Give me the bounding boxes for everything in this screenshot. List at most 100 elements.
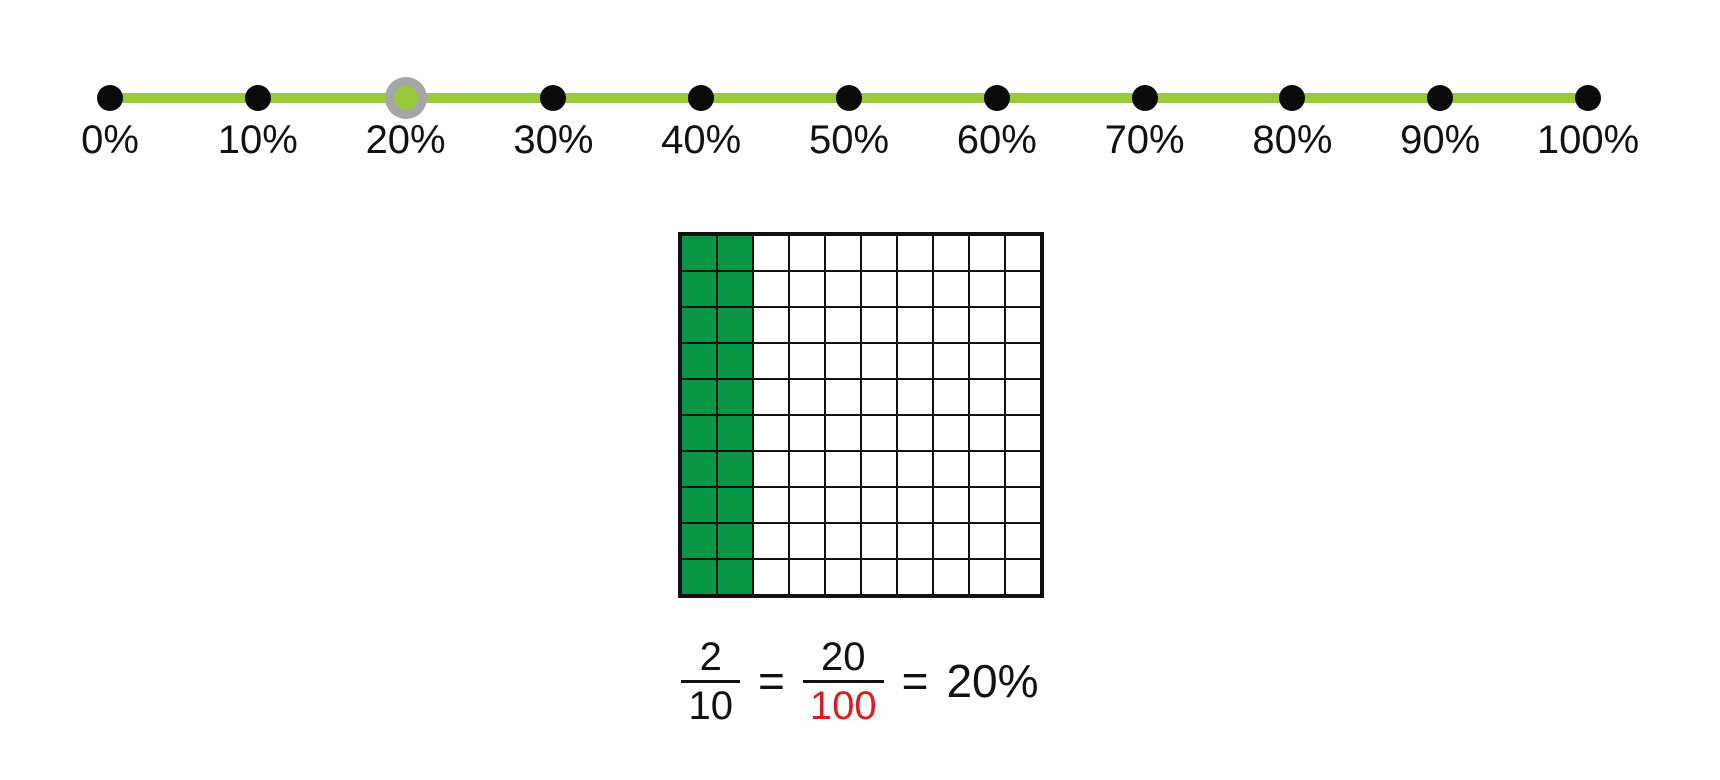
- grid-cell: [861, 379, 897, 415]
- grid-cell: [681, 559, 717, 595]
- number-line-dot[interactable]: [540, 85, 567, 111]
- grid-cell: [753, 235, 789, 271]
- number-line-dot[interactable]: [244, 85, 271, 111]
- grid-cell: [681, 451, 717, 487]
- grid-cell: [789, 487, 825, 523]
- grid-cell: [1005, 379, 1041, 415]
- grid-cell: [825, 343, 861, 379]
- grid-cell: [1005, 559, 1041, 595]
- tick-label: 40%: [661, 118, 742, 162]
- grid-cell: [1005, 271, 1041, 307]
- grid-cell: [1005, 451, 1041, 487]
- grid-cell: [717, 451, 753, 487]
- tick-label: 30%: [513, 118, 594, 162]
- grid-cell: [789, 307, 825, 343]
- slider-handle-dot: [393, 86, 418, 110]
- grid-cell: [969, 343, 1005, 379]
- number-line: 0% 10% 20% 30% 40% 50% 60% 70% 80% 90% 100%: [0, 0, 1720, 180]
- grid-cell: [753, 343, 789, 379]
- hundred-grid: [678, 232, 1044, 598]
- grid-cell: [681, 415, 717, 451]
- grid-cell: [861, 307, 897, 343]
- grid-cell: [969, 523, 1005, 559]
- grid-cell: [825, 415, 861, 451]
- grid-cell: [789, 343, 825, 379]
- grid-cell: [897, 271, 933, 307]
- tick-label: 90%: [1400, 118, 1481, 162]
- grid-cell: [717, 523, 753, 559]
- grid-cell: [753, 271, 789, 307]
- tick-label: 0%: [81, 118, 139, 162]
- tick-label: 80%: [1252, 118, 1333, 162]
- grid-cell: [861, 271, 897, 307]
- tick-label: 20%: [365, 118, 446, 162]
- slider-handle[interactable]: [384, 77, 427, 119]
- grid-cell: [717, 415, 753, 451]
- grid-cell: [897, 379, 933, 415]
- grid-cell: [861, 343, 897, 379]
- number-line-dot[interactable]: [1131, 85, 1158, 111]
- grid-cell: [933, 487, 969, 523]
- grid-cell: [969, 271, 1005, 307]
- equals-sign-1: =: [757, 655, 785, 707]
- grid-cell: [753, 415, 789, 451]
- grid-cell: [825, 271, 861, 307]
- grid-cell: [789, 415, 825, 451]
- grid-cell: [933, 235, 969, 271]
- grid-cell: [1005, 235, 1041, 271]
- grid-cell: [933, 415, 969, 451]
- grid-cell: [897, 487, 933, 523]
- grid-cell: [753, 523, 789, 559]
- fraction-20-over-100: 20 100: [802, 636, 884, 727]
- grid-cell: [897, 343, 933, 379]
- number-line-dot[interactable]: [1575, 85, 1601, 111]
- grid-cell: [717, 559, 753, 595]
- grid-cell: [861, 487, 897, 523]
- grid-cell: [1005, 343, 1041, 379]
- percent-result: 20%: [946, 655, 1039, 707]
- fraction-2-numerator: 20: [802, 636, 884, 683]
- grid-cell: [717, 307, 753, 343]
- grid-cell: [933, 307, 969, 343]
- grid-cell: [861, 523, 897, 559]
- grid-cell: [825, 235, 861, 271]
- grid-cell: [717, 235, 753, 271]
- grid-cell: [789, 523, 825, 559]
- grid-cell: [753, 559, 789, 595]
- grid-cell: [753, 451, 789, 487]
- grid-cell: [789, 271, 825, 307]
- tick-label: 60%: [956, 118, 1037, 162]
- grid-cell: [897, 235, 933, 271]
- grid-cell: [933, 523, 969, 559]
- grid-cell: [681, 343, 717, 379]
- grid-cell: [789, 235, 825, 271]
- tick-label: 100%: [1536, 118, 1640, 162]
- grid-cell: [789, 451, 825, 487]
- grid-cell: [681, 487, 717, 523]
- grid-cell: [969, 379, 1005, 415]
- grid-cell: [969, 307, 1005, 343]
- grid-cell: [825, 523, 861, 559]
- grid-cell: [1005, 523, 1041, 559]
- grid-cell: [789, 559, 825, 595]
- grid-cell: [717, 487, 753, 523]
- fraction-1-denominator: 10: [688, 683, 733, 728]
- grid-cell: [933, 343, 969, 379]
- number-line-dot[interactable]: [1279, 85, 1306, 111]
- grid-cell: [717, 271, 753, 307]
- number-line-dot[interactable]: [983, 85, 1010, 111]
- fraction-1-numerator: 2: [681, 636, 740, 683]
- number-line-dot[interactable]: [836, 85, 862, 111]
- grid-cell: [969, 559, 1005, 595]
- percent-equation: 2 10 = 20 100 = 20%: [0, 634, 1720, 728]
- grid-cell: [933, 451, 969, 487]
- number-line-dot[interactable]: [97, 85, 123, 111]
- grid-cell: [789, 379, 825, 415]
- number-line-dot[interactable]: [688, 85, 715, 111]
- grid-cell: [825, 487, 861, 523]
- grid-cell: [753, 379, 789, 415]
- grid-cell: [969, 451, 1005, 487]
- number-line-dot[interactable]: [1427, 85, 1454, 111]
- grid-cell: [969, 487, 1005, 523]
